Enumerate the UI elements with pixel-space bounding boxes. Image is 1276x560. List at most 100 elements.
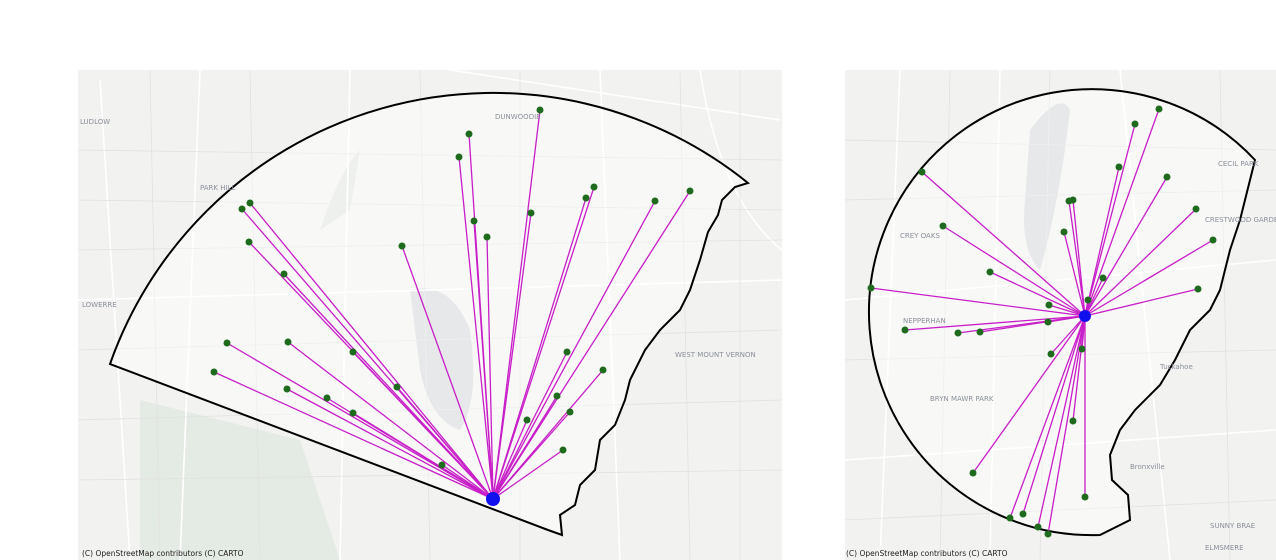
destination-point [1084,296,1092,304]
place-label: ELMSMERE [1205,544,1244,552]
place-label: LUDLOW [80,118,110,126]
destination-point [1078,345,1086,353]
destination-point [210,368,218,376]
destination-point [1069,196,1077,204]
place-label: BRYN MAWR PARK [930,395,994,403]
route-line [1072,199,1086,317]
route-line [473,220,494,500]
route-line [287,341,494,500]
route-line [870,287,1086,317]
destination-point [280,270,288,278]
route-line [1084,176,1168,317]
route-line [1009,315,1086,519]
route-line [492,190,691,500]
destination-point [1044,318,1052,326]
route-line [492,419,528,500]
destination-point [393,383,401,391]
destination-point [323,394,331,402]
destination-point [483,233,491,241]
destination-point [954,329,962,337]
destination-point [651,197,659,205]
destination-point [1131,120,1139,128]
route-line [352,351,494,500]
place-label: LOWERRE [82,301,117,309]
destination-point [527,209,535,217]
route-line [989,271,1086,317]
route-line [492,200,656,500]
route-line [1047,315,1086,535]
destination-point [1081,493,1089,501]
place-label: NEPPERHAN [903,317,946,325]
route-line [492,395,558,500]
route-line [1048,304,1086,317]
map-panel-1: LUDLOW DUNWOODIE PARK HILL LOWERRE WEST MOUN… [78,70,782,560]
destination-point [465,130,473,138]
route-line [352,412,494,500]
destination-point [976,328,984,336]
destination-point [1034,523,1042,531]
route-line [492,212,532,500]
route-line [492,186,595,500]
place-label: CREY OAKS [900,232,940,240]
destination-point [1044,530,1052,538]
destination-point [969,469,977,477]
destination-point [245,238,253,246]
map-panel-2: CREY OAKS NEPPERHAN BRYN MAWR PARK CRESTWOO… [845,70,1276,560]
route-line [904,315,1086,331]
destination-point [1163,173,1171,181]
route-line [921,171,1086,317]
destination-point [284,338,292,346]
destination-point [1115,163,1123,171]
destination-point [1045,301,1053,309]
destination-point [939,222,947,230]
route-line [1037,315,1086,528]
destination-point [599,366,607,374]
place-label: WEST MOUNT VERNON [675,351,756,359]
origin-point [486,492,500,506]
place-label: DUNWOODIE [495,113,541,121]
destination-point [238,205,246,213]
destination-point [398,242,406,250]
destination-point [553,392,561,400]
place-label: PARK HILL [200,184,235,192]
destination-point [1099,274,1107,282]
route-line [1072,315,1086,422]
route-line [492,411,571,500]
route-line [401,245,494,500]
route-line [286,388,494,500]
route-line [1022,315,1086,515]
destination-point [438,461,446,469]
place-label: CECIL PARK [1218,160,1259,168]
destination-point [246,199,254,207]
route-line [1084,108,1160,317]
destination-point [1060,228,1068,236]
route-line [486,236,494,500]
attribution: (C) OpenStreetMap contributors (C) CARTO [82,549,244,558]
route-line [1084,208,1197,317]
route-line [942,225,1086,317]
origin-point [1079,310,1091,322]
route-line [226,342,494,500]
route-line [213,371,494,500]
route-line [441,464,494,500]
destination-point [536,106,544,114]
destination-point [918,168,926,176]
destination-point [349,409,357,417]
destination-point [563,348,571,356]
destination-point [1194,285,1202,293]
place-label: CRESTWOOD GARDENS [1205,216,1276,224]
destination-point [590,183,598,191]
destination-point [1047,350,1055,358]
destination-point [1069,417,1077,425]
destination-point [559,446,567,454]
destination-point [455,153,463,161]
destination-point [901,326,909,334]
destination-point [223,339,231,347]
destination-point [1006,514,1014,522]
destination-point [867,284,875,292]
route-line [1084,123,1136,317]
destination-point [1019,510,1027,518]
destination-point [1155,105,1163,113]
route-line [458,156,494,500]
